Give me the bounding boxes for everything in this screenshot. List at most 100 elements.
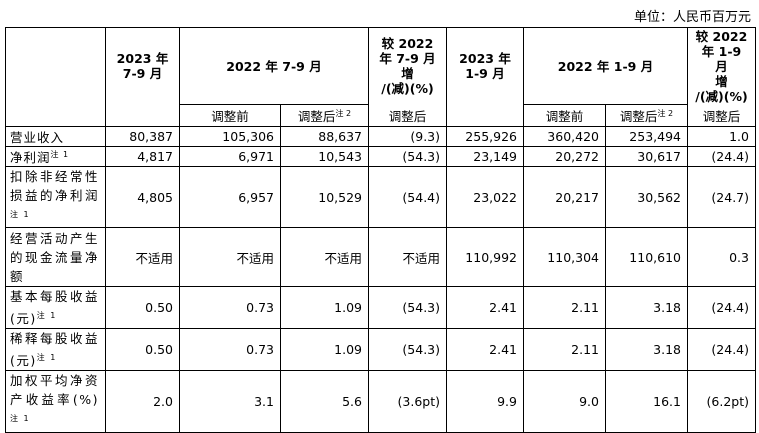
table-row-net-profit-excl-nonrecurring: 扣除非经常性损益的净利润注 1 4,805 6,957 10,529 (54.4) 23,… bbox=[5, 165, 756, 229]
row-label: 净利润注 1 bbox=[5, 146, 106, 167]
subheader-ytd-adjusted: 调整后 bbox=[687, 104, 756, 127]
header-q3-2023: 2023 年 7-9 月 bbox=[105, 27, 180, 105]
table-cell: 110,992 bbox=[446, 227, 524, 288]
table-cell: 6,957 bbox=[179, 165, 281, 229]
subheader-blank bbox=[5, 104, 106, 127]
table-cell: 3.18 bbox=[605, 286, 688, 330]
table-cell: 255,926 bbox=[446, 126, 524, 147]
table-cell: 1.0 bbox=[687, 126, 756, 147]
table-cell: 105,306 bbox=[179, 126, 281, 147]
table-cell: 10,543 bbox=[280, 146, 369, 167]
header-ytd-change: 较 2022 年 1-9 月 增 /(减)(%) bbox=[687, 27, 756, 105]
table-cell: 16.1 bbox=[605, 370, 688, 433]
row-label: 营业收入 bbox=[5, 126, 106, 147]
table-cell: 2.11 bbox=[523, 286, 606, 330]
row-label-text: 经营活动产生的现金流量净额 bbox=[10, 230, 99, 284]
subheader-blank-ytd-2023 bbox=[446, 104, 524, 127]
footnote-marker: 注 1 bbox=[50, 149, 70, 159]
table-cell: 253,494 bbox=[605, 126, 688, 147]
table-cell: 2.41 bbox=[446, 286, 524, 330]
table-cell: 不适用 bbox=[368, 227, 447, 288]
table-cell: 0.73 bbox=[179, 286, 281, 330]
table-cell: (54.3) bbox=[368, 286, 447, 330]
table-cell: 2.11 bbox=[523, 328, 606, 372]
table-cell: (3.6pt) bbox=[368, 370, 447, 433]
row-label-text: 扣除非经常性损益的净利润 bbox=[10, 169, 99, 203]
table-cell: 1.09 bbox=[280, 328, 369, 372]
table-cell: 110,304 bbox=[523, 227, 606, 288]
table-cell: (24.7) bbox=[687, 165, 756, 229]
row-label: 扣除非经常性损益的净利润注 1 bbox=[5, 165, 106, 229]
table-cell: 4,805 bbox=[105, 165, 180, 229]
table-cell: 110,610 bbox=[605, 227, 688, 288]
header-q3-2022: 2022 年 7-9 月 bbox=[179, 27, 369, 105]
table-cell: (24.4) bbox=[687, 146, 756, 167]
row-label: 加权平均净资产收益率(%) 注 1 bbox=[5, 370, 106, 433]
table-cell: 1.09 bbox=[280, 286, 369, 330]
table-cell: 20,217 bbox=[523, 165, 606, 229]
subheader-blank-q3-2023 bbox=[105, 104, 180, 127]
table-cell: 9.0 bbox=[523, 370, 606, 433]
table-cell: 88,637 bbox=[280, 126, 369, 147]
table-row-revenue: 营业收入 80,387 105,306 88,637 (9.3) 255,926 360,4… bbox=[5, 126, 756, 147]
table-cell: (54.4) bbox=[368, 165, 447, 229]
row-label-text: 加权平均净资产收益率(%) bbox=[10, 373, 99, 408]
table-cell: 0.73 bbox=[179, 328, 281, 372]
table-cell: 30,617 bbox=[605, 146, 688, 167]
header-blank bbox=[5, 27, 106, 105]
subheader-q3-after: 调整后注 2 bbox=[280, 104, 369, 127]
table-cell: 23,022 bbox=[446, 165, 524, 229]
table-row-diluted-eps: 稀释每股收益(元)注 1 0.50 0.73 1.09 (54.3) 2.41 2.11 3.… bbox=[5, 328, 756, 372]
table-cell: 80,387 bbox=[105, 126, 180, 147]
table-cell: (6.2pt) bbox=[687, 370, 756, 433]
table-cell: 5.6 bbox=[280, 370, 369, 433]
footnote-marker: 注 1 bbox=[36, 353, 57, 363]
table-cell: 360,420 bbox=[523, 126, 606, 147]
table-row-net-profit: 净利润注 1 4,817 6,971 10,543 (54.3) 23,149 20,272… bbox=[5, 146, 756, 167]
table-cell: 3.18 bbox=[605, 328, 688, 372]
row-label: 基本每股收益(元)注 1 bbox=[5, 286, 106, 330]
row-label-text: 稀释每股收益(元) bbox=[10, 331, 99, 369]
table-row-operating-cash-flow: 经营活动产生的现金流量净额 不适用 不适用 不适用 不适用 110,992 110,304 1… bbox=[5, 227, 756, 288]
unit-label: 单位：人民币百万元 bbox=[633, 10, 751, 25]
header-ytd-2022: 2022 年 1-9 月 bbox=[523, 27, 688, 105]
table-cell: (9.3) bbox=[368, 126, 447, 147]
subheader-ytd-before: 调整前 bbox=[523, 104, 606, 127]
table-cell: 0.50 bbox=[105, 286, 180, 330]
row-label: 经营活动产生的现金流量净额 bbox=[5, 227, 106, 288]
row-label-text: 营业收入 bbox=[10, 130, 65, 145]
footnote-marker: 注 1 bbox=[10, 414, 31, 424]
table-cell: (24.4) bbox=[687, 328, 756, 372]
row-label-text: 净利润 bbox=[10, 150, 51, 165]
table-row-basic-eps: 基本每股收益(元)注 1 0.50 0.73 1.09 (54.3) 2.41 2.11 3.… bbox=[5, 286, 756, 330]
table-cell: 0.50 bbox=[105, 328, 180, 372]
table-cell: 0.3 bbox=[687, 227, 756, 288]
table-cell: 10,529 bbox=[280, 165, 369, 229]
table-cell: 2.0 bbox=[105, 370, 180, 433]
table-cell: 30,562 bbox=[605, 165, 688, 229]
table-cell: 不适用 bbox=[179, 227, 281, 288]
row-label: 稀释每股收益(元)注 1 bbox=[5, 328, 106, 372]
table-cell: 4,817 bbox=[105, 146, 180, 167]
table-cell: 3.1 bbox=[179, 370, 281, 433]
footnote-marker: 注 1 bbox=[36, 311, 57, 321]
table-cell: 不适用 bbox=[280, 227, 369, 288]
subheader-q3-before: 调整前 bbox=[179, 104, 281, 127]
table-cell: (54.3) bbox=[368, 328, 447, 372]
subheader-q3-adjusted: 调整后 bbox=[368, 104, 447, 127]
row-label-text: 基本每股收益(元) bbox=[10, 289, 99, 327]
table-cell: 23,149 bbox=[446, 146, 524, 167]
table-cell: 20,272 bbox=[523, 146, 606, 167]
financial-table: 2023 年 7-9 月 2022 年 7-9 月 较 2022 年 7-9 月… bbox=[5, 27, 756, 433]
header-q3-change: 较 2022 年 7-9 月 增 /(减)(%) bbox=[368, 27, 447, 105]
header-ytd-2023: 2023 年 1-9 月 bbox=[446, 27, 524, 105]
table-cell: 9.9 bbox=[446, 370, 524, 433]
table-row-weighted-roe: 加权平均净资产收益率(%) 注 1 2.0 3.1 5.6 (3.6pt) 9.9 9.0 16… bbox=[5, 370, 756, 433]
table-cell: 不适用 bbox=[105, 227, 180, 288]
footnote-marker: 注 1 bbox=[10, 210, 31, 219]
table-cell: 2.41 bbox=[446, 328, 524, 372]
subheader-ytd-after: 调整后注 2 bbox=[605, 104, 688, 127]
table-cell: 6,971 bbox=[179, 146, 281, 167]
table-cell: (24.4) bbox=[687, 286, 756, 330]
table-cell: (54.3) bbox=[368, 146, 447, 167]
